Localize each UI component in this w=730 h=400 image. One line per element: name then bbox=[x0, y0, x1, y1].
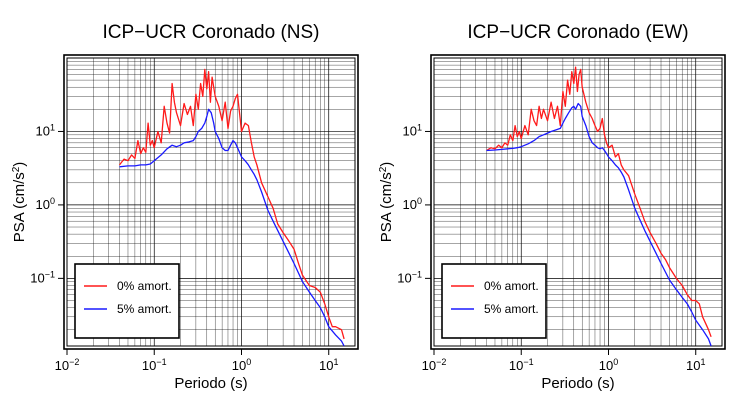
y-axis-label: PSA (cm/s2) bbox=[378, 162, 396, 243]
x-tick-exp: 0 bbox=[246, 357, 251, 367]
outer-frame bbox=[430, 54, 726, 350]
chart-ew: ICP−UCR Coronado (EW) Periodo (s) PSA (c… bbox=[378, 22, 726, 392]
x-tick-label: 100 bbox=[232, 357, 251, 373]
series-line-damped bbox=[119, 108, 345, 347]
x-tick-label: 10−1 bbox=[509, 357, 534, 373]
x-tick-label: 101 bbox=[686, 357, 705, 373]
y-axis-label-sup: 2 bbox=[378, 166, 389, 172]
y-tick-exp: −1 bbox=[45, 269, 55, 279]
legend: 0% amort. 5% amort. bbox=[441, 263, 547, 339]
x-tick-base: 10 bbox=[319, 358, 333, 373]
y-tick-label: 10−1 bbox=[397, 269, 422, 285]
x-tick-exp: −1 bbox=[523, 357, 533, 367]
legend-box bbox=[74, 263, 180, 339]
y-tick-exp: −1 bbox=[412, 269, 422, 279]
chart-title: ICP−UCR Coronado (EW) bbox=[467, 22, 688, 43]
y-axis-label-main: PSA (cm/s bbox=[378, 172, 395, 242]
x-tick-base: 10 bbox=[422, 358, 436, 373]
x-tick-base: 10 bbox=[232, 358, 246, 373]
x-tick-exp: 1 bbox=[700, 357, 705, 367]
y-axis-label-sup: 2 bbox=[11, 166, 22, 172]
y-tick-exp: 1 bbox=[417, 122, 422, 132]
legend-label: 5% amort. bbox=[117, 302, 172, 316]
x-tick-base: 10 bbox=[509, 358, 523, 373]
x-tick-label: 100 bbox=[599, 357, 618, 373]
x-tick-base: 10 bbox=[686, 358, 700, 373]
outer-frame bbox=[63, 54, 359, 350]
x-tick-label: 10−2 bbox=[422, 357, 447, 373]
y-tick-label: 101 bbox=[403, 122, 422, 138]
y-tick-base: 10 bbox=[30, 270, 44, 285]
y-axis-label-close: ) bbox=[378, 162, 395, 167]
legend-label: 0% amort. bbox=[117, 279, 172, 293]
y-tick-exp: 0 bbox=[417, 196, 422, 206]
y-tick-label: 101 bbox=[36, 122, 55, 138]
y-tick-base: 10 bbox=[403, 197, 417, 212]
x-tick-exp: −1 bbox=[156, 357, 166, 367]
x-tick-base: 10 bbox=[599, 358, 613, 373]
y-tick-label: 100 bbox=[36, 196, 55, 212]
series-line-damped bbox=[486, 102, 712, 347]
x-axis-label: Periodo (s) bbox=[174, 375, 247, 392]
y-tick-exp: 0 bbox=[50, 196, 55, 206]
x-tick-label: 10−2 bbox=[55, 357, 80, 373]
x-tick-label: 101 bbox=[319, 357, 338, 373]
y-axis-label: PSA (cm/s2) bbox=[11, 162, 29, 243]
series-line-undamped bbox=[118, 68, 345, 340]
x-tick-base: 10 bbox=[55, 358, 69, 373]
plot-frame bbox=[66, 57, 356, 347]
y-tick-label: 100 bbox=[403, 196, 422, 212]
legend-box bbox=[441, 263, 547, 339]
y-tick-label: 10−1 bbox=[30, 269, 55, 285]
x-tick-exp: 0 bbox=[613, 357, 618, 367]
y-tick-exp: 1 bbox=[50, 122, 55, 132]
x-axis-label: Periodo (s) bbox=[541, 375, 614, 392]
x-tick-exp: 1 bbox=[333, 357, 338, 367]
x-tick-label: 10−1 bbox=[142, 357, 167, 373]
chart-ns: ICP−UCR Coronado (NS) Periodo (s) PSA (c… bbox=[11, 22, 359, 392]
series-line-undamped bbox=[486, 66, 712, 338]
y-axis-label-close: ) bbox=[11, 162, 28, 167]
legend: 0% amort. 5% amort. bbox=[74, 263, 180, 339]
x-tick-exp: −2 bbox=[436, 357, 446, 367]
y-axis-label-main: PSA (cm/s bbox=[11, 172, 28, 242]
y-tick-base: 10 bbox=[36, 123, 50, 138]
legend-label: 5% amort. bbox=[484, 302, 539, 316]
legend-label: 0% amort. bbox=[484, 279, 539, 293]
y-tick-base: 10 bbox=[403, 123, 417, 138]
y-tick-base: 10 bbox=[36, 197, 50, 212]
chart-title: ICP−UCR Coronado (NS) bbox=[103, 22, 320, 43]
plot-frame bbox=[433, 57, 723, 347]
x-tick-base: 10 bbox=[142, 358, 156, 373]
x-tick-exp: −2 bbox=[69, 357, 79, 367]
y-tick-base: 10 bbox=[397, 270, 411, 285]
